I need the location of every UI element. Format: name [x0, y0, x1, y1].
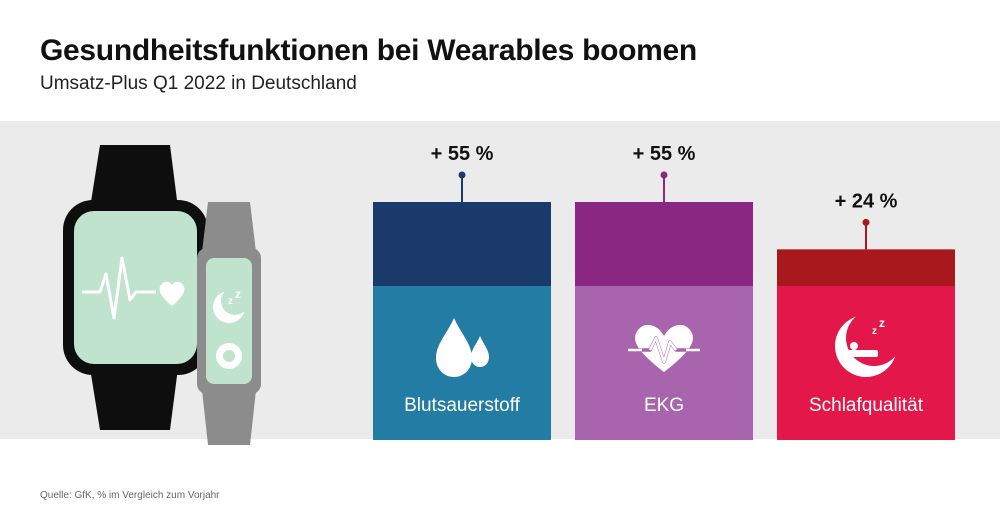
sleep-moon-icon: zz — [835, 310, 902, 377]
svg-text:z: z — [228, 296, 233, 307]
bar-group-0: + 55 % Blutsauerstoff — [373, 143, 551, 440]
bar-value-segment — [373, 202, 551, 286]
value-pin-dot — [458, 171, 466, 179]
chart-subtitle: Umsatz-Plus Q1 2022 in Deutschland — [40, 73, 357, 94]
bar-group-1: + 55 % EKG — [575, 143, 753, 440]
svg-text:z: z — [235, 287, 241, 301]
bar-group-2: + 24 % zz Schlafqualität — [777, 190, 955, 440]
value-pin-dot — [660, 171, 668, 179]
svg-text:z: z — [879, 316, 885, 330]
category-label: Schlafqualität — [809, 395, 924, 416]
category-label: EKG — [644, 395, 684, 416]
wearables-illustration: z z — [63, 145, 261, 445]
heart-icon — [159, 281, 185, 306]
fitness-band-icon: z z — [197, 202, 261, 445]
bar-value-segment — [575, 202, 753, 286]
smartwatch-icon — [63, 145, 208, 430]
value-label: + 55 % — [431, 143, 494, 165]
value-pin-dot — [862, 218, 870, 226]
value-label: + 55 % — [633, 143, 696, 165]
chart-title: Gesundheitsfunktionen bei Wearables boom… — [40, 34, 697, 67]
source-note: Quelle: GfK, % im Vergleich zum Vorjahr — [40, 490, 220, 501]
heartbeat-line-icon — [82, 256, 156, 320]
svg-text:z: z — [872, 326, 877, 337]
moon-zz-icon: z z — [213, 287, 249, 323]
category-label: Blutsauerstoff — [404, 395, 521, 416]
heart-ekg-icon — [628, 324, 700, 372]
water-drops-icon — [436, 318, 489, 377]
bar-value-segment — [777, 249, 955, 286]
value-label: + 24 % — [835, 190, 898, 212]
